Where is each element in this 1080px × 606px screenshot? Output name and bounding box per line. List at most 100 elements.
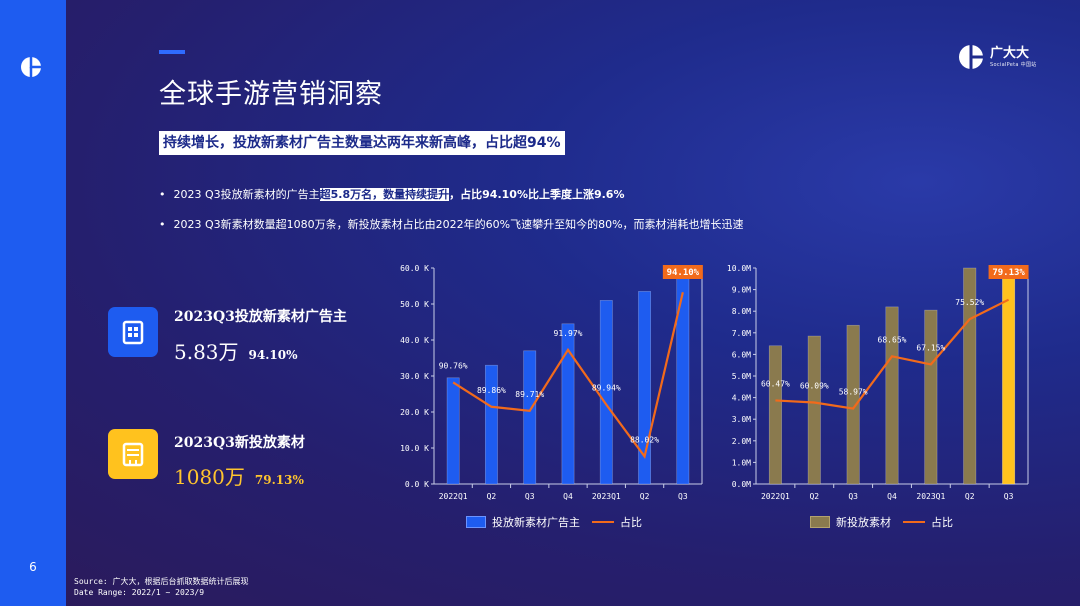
legend-bar-swatch xyxy=(466,516,486,528)
advertisers-legend: 投放新素材广告主 占比 xyxy=(466,514,642,530)
point-label: 58.97% xyxy=(839,388,868,397)
headline-banner: 持续增长，投放新素材广告主数量达两年来新高峰，占比超94% xyxy=(159,131,565,155)
legend-line-label: 占比 xyxy=(931,516,953,529)
point-label: 75.52% xyxy=(955,298,984,307)
point-label: 67.15% xyxy=(916,343,945,352)
point-label: 89.71% xyxy=(515,390,544,399)
page-title: 全球手游营销洞察 xyxy=(159,79,383,110)
kpi-advertisers-label: 2023Q3投放新素材广告主 xyxy=(174,309,347,325)
bar xyxy=(807,335,821,485)
y-tick-label: 7.0M xyxy=(732,329,751,338)
y-tick-label: 10.0M xyxy=(727,264,751,273)
y-tick-label: 5.0M xyxy=(732,372,751,381)
y-tick-label: 1.0M xyxy=(732,458,751,467)
legend-bar-swatch xyxy=(810,516,830,528)
callout-box xyxy=(988,265,1029,279)
y-tick-label: 60.0 K xyxy=(400,264,429,273)
kpi-creatives-pct: 79.13% xyxy=(254,473,304,487)
y-tick-label: 40.0 K xyxy=(400,336,429,345)
source-line: Source: 广大大，根据后台抓取数据统计后展现 xyxy=(74,577,249,586)
brand-pie-icon xyxy=(959,45,983,69)
x-tick-label: Q3 xyxy=(1004,492,1014,501)
brand-subtitle: SocialPeta 中国站 xyxy=(990,61,1037,68)
legend-bar-label: 新投放素材 xyxy=(836,516,891,529)
x-tick-label: Q2 xyxy=(965,492,975,501)
creatives-chart-svg: 0.0M 1.0M 2.0M 3.0M 4.0M 5.0M 6.0M 7.0M 8.0M 9.0M… xyxy=(727,264,1029,501)
legend-line-label: 占比 xyxy=(620,516,642,529)
creatives-chart: 0.0M 1.0M 2.0M 3.0M 4.0M 5.0M 6.0M 7.0M 8.0M 9.0M… xyxy=(718,258,1030,508)
point-label: 91.97% xyxy=(554,329,583,338)
x-tick-label: Q4 xyxy=(563,492,573,501)
kpi-advertisers-values: 5.83万 94.10% xyxy=(174,336,298,365)
kpi-advertisers-value: 5.83万 xyxy=(174,340,239,364)
y-tick-label: 3.0M xyxy=(732,415,751,424)
bar xyxy=(768,345,782,485)
creatives-legend: 新投放素材 占比 xyxy=(810,514,953,530)
brand-name: 广大大 xyxy=(990,45,1030,61)
x-tick-label: Q3 xyxy=(678,492,688,501)
legend-line-swatch xyxy=(903,521,925,523)
kpi-creatives-values: 1080万 79.13% xyxy=(174,461,304,490)
pie-logo-icon xyxy=(21,57,41,77)
advertisers-chart-svg: 0.0 K 10.0 K 20.0 K 30.0 K 40.0 K 50.0 K 60.0 … xyxy=(400,264,703,501)
legend-line-swatch xyxy=(592,521,614,523)
bar xyxy=(523,350,537,485)
date-range-line: Date Range: 2022/1 ~ 2023/9 xyxy=(74,588,205,597)
x-tick-label: 2023Q1 xyxy=(592,492,621,501)
y-tick-label: 9.0M xyxy=(732,286,751,295)
source-note: Source: 广大大，根据后台抓取数据统计后展现 Date Range: 20… xyxy=(74,576,249,598)
callout-label: 79.13% xyxy=(992,268,1025,278)
callout-label: 94.10% xyxy=(667,268,700,278)
y-tick-label: 30.0 K xyxy=(400,372,429,381)
title-accent xyxy=(159,50,185,54)
x-tick-label: 2023Q1 xyxy=(916,492,945,501)
legend-bar-label: 投放新素材广告主 xyxy=(492,516,580,529)
brand-logo: 广大大 SocialPeta 中国站 xyxy=(958,44,1037,70)
point-label: 90.76% xyxy=(439,361,468,370)
y-tick-label: 0.0 K xyxy=(405,480,429,489)
sidebar: 6 xyxy=(0,0,66,606)
y-tick-label: 10.0 K xyxy=(400,444,429,453)
bar xyxy=(846,324,860,485)
ratio-line xyxy=(775,298,1010,410)
page-number: 6 xyxy=(29,560,37,574)
x-tick-label: 2022Q1 xyxy=(439,492,468,501)
point-label: 60.09% xyxy=(800,382,829,391)
x-tick-label: Q2 xyxy=(809,492,819,501)
x-tick-label: Q3 xyxy=(848,492,858,501)
y-tick-label: 4.0M xyxy=(732,394,751,403)
x-tick-label: Q3 xyxy=(525,492,535,501)
point-label: 89.94% xyxy=(592,384,621,393)
point-label: 88.02% xyxy=(630,435,659,444)
y-tick-label: 0.0M xyxy=(732,480,751,489)
bar xyxy=(924,309,938,485)
x-tick-label: Q2 xyxy=(640,492,650,501)
ratio-line xyxy=(452,292,684,460)
x-tick-label: Q2 xyxy=(487,492,497,501)
y-tick-label: 6.0M xyxy=(732,350,751,359)
point-label: 60.47% xyxy=(761,379,790,388)
ad-card-icon xyxy=(108,307,158,357)
bar xyxy=(485,364,498,485)
bullet-1: • 2023 Q3投放新素材的广告主超5.8万名，数量持续提升，占比94.10%比… xyxy=(159,188,625,201)
y-tick-label: 2.0M xyxy=(732,437,751,446)
y-tick-label: 8.0M xyxy=(732,307,751,316)
creative-doc-icon xyxy=(108,429,158,479)
callout-box xyxy=(662,265,703,279)
advertisers-chart: 0.0 K 10.0 K 20.0 K 30.0 K 40.0 K 50.0 K 60.0 … xyxy=(398,258,708,508)
bar xyxy=(676,273,690,485)
kpi-creatives-label: 2023Q3新投放素材 xyxy=(174,435,305,451)
x-tick-label: 2022Q1 xyxy=(761,492,790,501)
point-label: 68.65% xyxy=(878,335,907,344)
x-tick-label: Q4 xyxy=(887,492,897,501)
y-tick-label: 20.0 K xyxy=(400,408,429,417)
bar xyxy=(599,300,613,485)
kpi-creatives-value: 1080万 xyxy=(174,465,245,489)
kpi-advertisers-pct: 94.10% xyxy=(248,348,298,362)
bar xyxy=(885,306,899,485)
bar xyxy=(561,323,575,485)
bar xyxy=(638,291,651,485)
point-label: 89.86% xyxy=(477,386,506,395)
bar xyxy=(446,377,460,485)
bullet-2: • 2023 Q3新素材数量超1080万条，新投放素材占比由2022年的60%飞速… xyxy=(159,218,744,231)
